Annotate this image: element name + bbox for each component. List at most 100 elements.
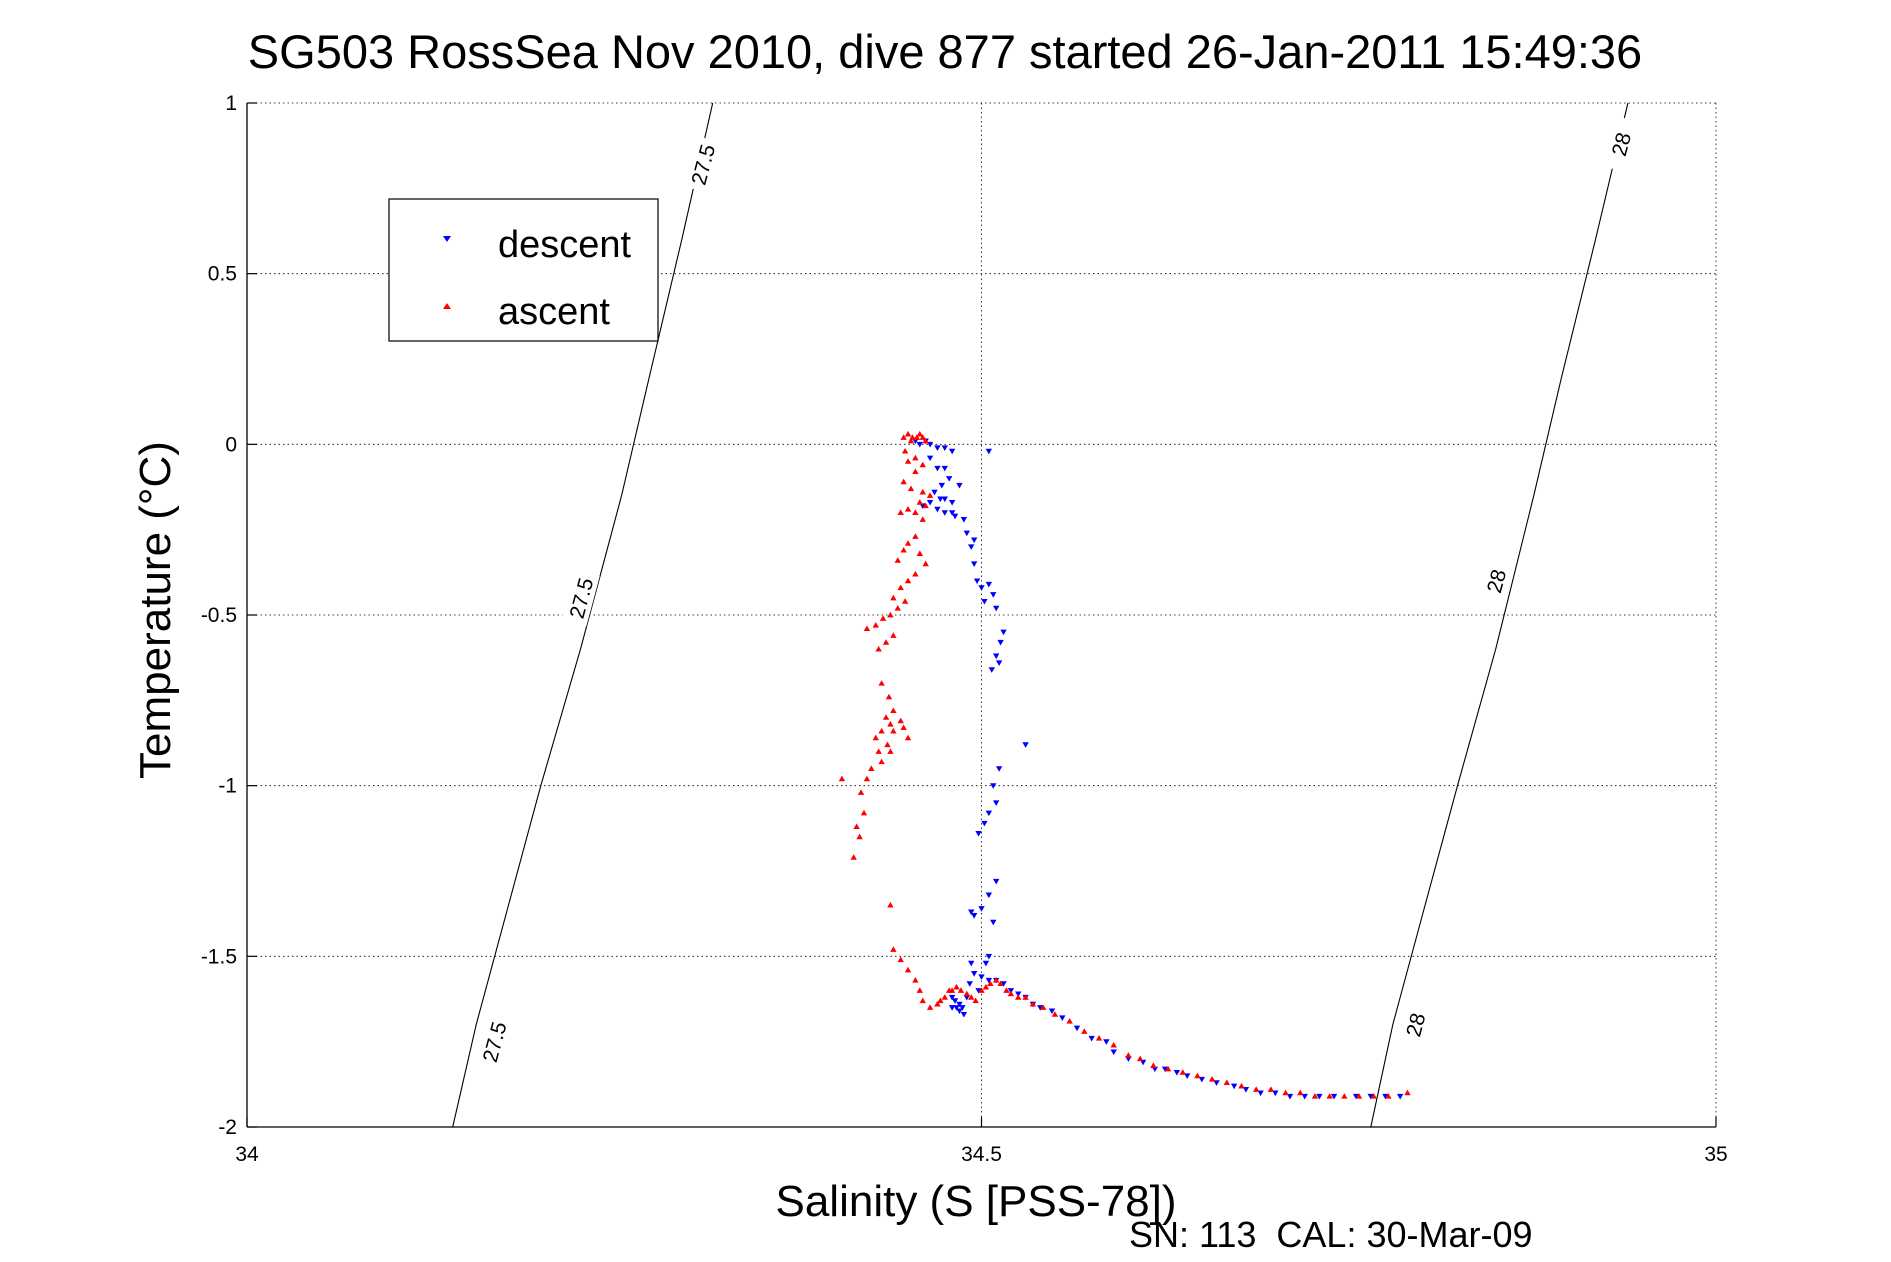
descent-marker bbox=[1286, 1093, 1294, 1100]
descent-marker bbox=[948, 510, 956, 516]
ascent-marker bbox=[904, 458, 912, 464]
ascent-marker bbox=[912, 533, 919, 539]
descent-marker bbox=[951, 513, 959, 520]
y-tick-label: 1 bbox=[225, 92, 237, 115]
axes-frame bbox=[246, 102, 1717, 1128]
descent-marker bbox=[1073, 1025, 1081, 1032]
ascent-marker bbox=[926, 492, 934, 498]
ascent-marker bbox=[916, 499, 924, 505]
ascent-marker bbox=[916, 550, 924, 556]
descent-marker bbox=[956, 1001, 963, 1008]
contour-label-text: 27.5 bbox=[479, 1019, 512, 1064]
ascent-marker bbox=[838, 775, 846, 782]
descent-marker bbox=[978, 906, 985, 912]
contour-label-text: 27.5 bbox=[566, 576, 599, 621]
descent-marker bbox=[992, 605, 1000, 612]
ascent-marker bbox=[907, 485, 915, 492]
descent-marker bbox=[931, 489, 938, 496]
ascent-marker bbox=[1022, 994, 1029, 1000]
descent-marker bbox=[997, 639, 1004, 646]
ascent-marker bbox=[1341, 1093, 1348, 1099]
ascent-marker bbox=[897, 584, 904, 591]
descent-marker bbox=[963, 994, 971, 1001]
ascent-marker bbox=[907, 437, 915, 444]
ascent-marker bbox=[1051, 1011, 1059, 1017]
descent-marker bbox=[1352, 1093, 1360, 1100]
descent-marker bbox=[934, 506, 941, 513]
descent-marker bbox=[941, 445, 948, 451]
ascent-marker bbox=[882, 639, 890, 645]
ascent-marker bbox=[953, 983, 960, 990]
descent-marker bbox=[985, 810, 993, 817]
descent-marker bbox=[1151, 1066, 1159, 1073]
descent-marker bbox=[951, 998, 959, 1004]
ascent-marker bbox=[887, 611, 894, 618]
ascent-marker bbox=[904, 505, 912, 512]
contour-label: 28 bbox=[1601, 115, 1640, 173]
descent-marker bbox=[975, 831, 982, 837]
descent-marker bbox=[1301, 1093, 1308, 1100]
descent-marker bbox=[1230, 1083, 1238, 1090]
y-tick-label: -2 bbox=[218, 1116, 237, 1139]
descent-marker bbox=[1198, 1076, 1206, 1083]
descent-marker bbox=[990, 919, 997, 926]
ascent-marker bbox=[1238, 1082, 1245, 1089]
descent-marker bbox=[970, 912, 978, 919]
y-tick-label: -1.5 bbox=[201, 945, 237, 968]
ascent-marker bbox=[957, 987, 965, 993]
ascent-marker bbox=[982, 983, 990, 990]
descent-marker bbox=[990, 783, 997, 789]
ascent-marker bbox=[887, 748, 894, 754]
descent-marker bbox=[1048, 1008, 1056, 1015]
ascent-marker bbox=[894, 557, 901, 563]
ascent-marker bbox=[987, 980, 994, 987]
descent-marker bbox=[953, 1005, 960, 1011]
descent-marker bbox=[985, 892, 993, 899]
ascent-marker bbox=[1282, 1089, 1289, 1096]
ascent-marker bbox=[912, 468, 919, 475]
legend-descent-marker bbox=[443, 236, 451, 242]
y-tick-label: 0 bbox=[225, 433, 237, 456]
ascent-marker bbox=[919, 516, 926, 522]
descent-marker bbox=[912, 438, 919, 445]
ascent-marker bbox=[904, 430, 912, 437]
ascent-marker bbox=[868, 765, 875, 771]
ascent-marker bbox=[992, 977, 1000, 983]
density-contour-line bbox=[1370, 102, 1629, 1128]
contour-label: 28 bbox=[1395, 996, 1435, 1054]
ascent-marker bbox=[872, 734, 879, 741]
descent-marker bbox=[1173, 1069, 1181, 1076]
ascent-marker bbox=[850, 854, 857, 860]
descent-marker bbox=[919, 503, 926, 509]
ascent-marker bbox=[1355, 1093, 1363, 1099]
descent-marker bbox=[978, 585, 985, 591]
descent-marker bbox=[1139, 1059, 1147, 1066]
descent-marker bbox=[985, 581, 993, 588]
ascent-marker bbox=[1385, 1093, 1392, 1099]
descent-marker bbox=[992, 653, 1000, 660]
descent-marker bbox=[937, 496, 944, 503]
descent-marker bbox=[926, 455, 934, 462]
legend-ascent-marker bbox=[443, 303, 451, 309]
descent-marker bbox=[938, 482, 946, 489]
ascent-marker bbox=[890, 632, 897, 638]
ascent-marker bbox=[904, 577, 912, 584]
descent-marker bbox=[968, 960, 975, 967]
ascent-marker bbox=[1015, 994, 1022, 1000]
ascent-marker bbox=[1297, 1089, 1304, 1096]
ascent-marker bbox=[916, 987, 924, 993]
descent-marker bbox=[978, 974, 985, 981]
descent-marker bbox=[1110, 1049, 1117, 1056]
contour-label-bg bbox=[474, 1013, 514, 1071]
descent-marker bbox=[948, 499, 956, 506]
ascent-marker bbox=[884, 741, 891, 748]
descent-marker bbox=[956, 1008, 963, 1015]
descent-marker bbox=[1088, 1035, 1095, 1042]
descent-marker bbox=[941, 465, 948, 472]
y-axis-label: Temperature (°C) bbox=[131, 441, 180, 779]
descent-marker bbox=[970, 537, 978, 544]
x-tick-label: 35 bbox=[1704, 1143, 1727, 1166]
descent-marker bbox=[960, 517, 968, 523]
descent-marker bbox=[1000, 981, 1007, 987]
ascent-marker bbox=[897, 956, 904, 963]
